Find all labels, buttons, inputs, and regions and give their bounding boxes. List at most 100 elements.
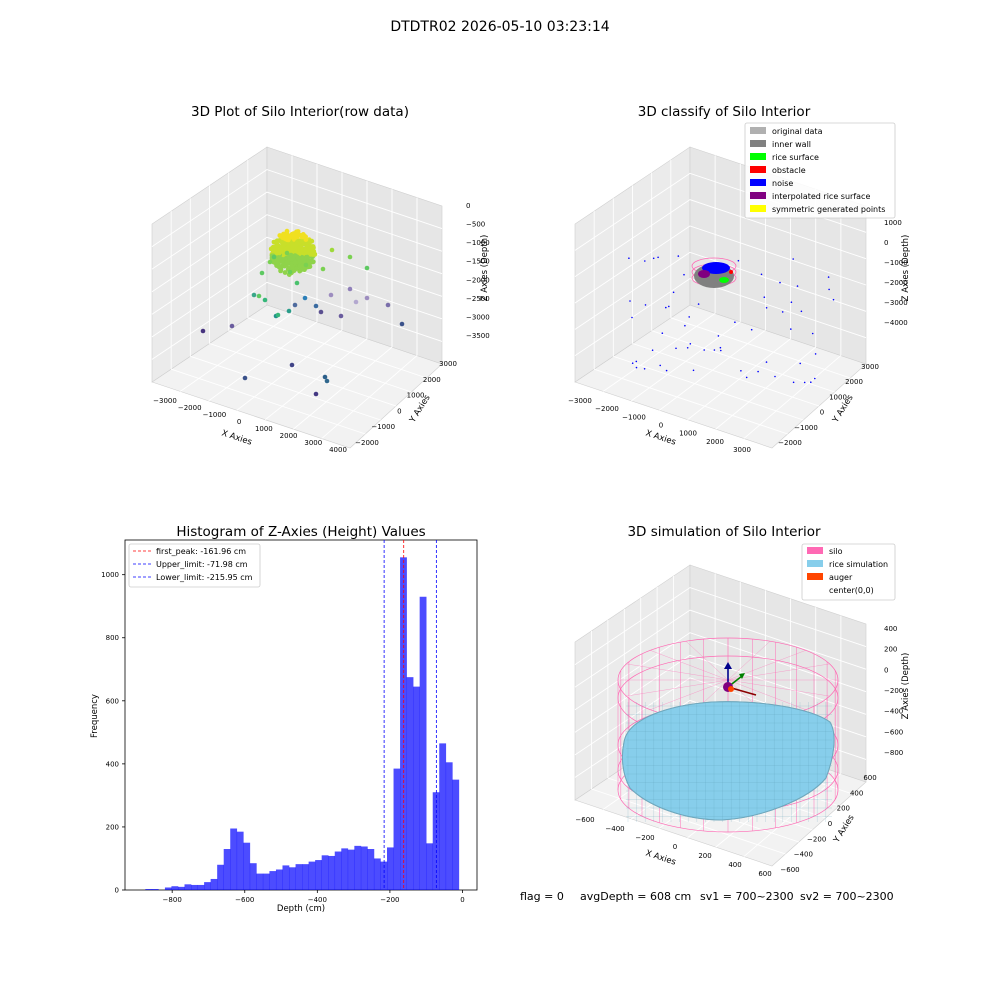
- panel2-legend: original data inner wall rice surface obsta…: [744, 122, 896, 219]
- hist-bar: [302, 864, 309, 890]
- noise-point: [635, 360, 638, 363]
- panel1-xtick: −1000: [203, 411, 227, 419]
- silo-spoke: [727, 679, 830, 697]
- noise-point: [792, 258, 794, 260]
- legend-swatch: [750, 205, 766, 212]
- point: [320, 266, 326, 272]
- hist-bar: [243, 842, 251, 890]
- panel1-ytick: 1000: [407, 392, 425, 400]
- grid-line: [574, 609, 867, 688]
- hist-bar: [445, 762, 453, 890]
- legend-label: inner wall: [772, 140, 811, 149]
- hist-xtick: −200: [380, 896, 399, 904]
- interpolated-patch: [698, 270, 710, 278]
- panel1-ytick: 0: [397, 407, 401, 415]
- panel-classify-3d: 3D classify of Silo Interior −3000−2000−…: [568, 104, 911, 454]
- noise-point: [828, 288, 830, 291]
- point: [303, 234, 308, 240]
- point: [282, 270, 288, 275]
- noise-point: [661, 332, 664, 335]
- point: [324, 378, 330, 384]
- panel1-xtick: −2000: [178, 404, 202, 412]
- noise-point: [665, 369, 668, 372]
- grid-line: [574, 654, 867, 733]
- noise-point: [659, 364, 661, 367]
- noise-point: [832, 298, 835, 301]
- noise-point: [760, 273, 763, 276]
- panel1-3d-box: [151, 146, 443, 449]
- point: [242, 375, 248, 381]
- hist-ytick: 0: [115, 887, 119, 895]
- auger-arrows: [723, 662, 757, 696]
- hist-bar: [393, 768, 401, 890]
- point: [296, 255, 301, 261]
- hist-xticks: −800 −600 −400 −200 0: [163, 890, 465, 904]
- noise-cluster: [702, 262, 730, 274]
- point: [267, 259, 273, 265]
- noise-point: [652, 257, 655, 260]
- point: [285, 245, 291, 251]
- panel4-ztick: 200: [884, 646, 897, 654]
- panel2-ytick: 2000: [845, 378, 863, 386]
- noise-point: [629, 300, 631, 302]
- grid-line: [651, 330, 835, 393]
- panel1-ytick: 2000: [423, 376, 441, 384]
- noise-point: [668, 305, 670, 308]
- footer-avg-depth: avgDepth = 608 cm: [580, 890, 691, 903]
- point: [200, 328, 206, 334]
- panel1-ztick: −1000: [466, 239, 490, 247]
- hist-ytick: 1000: [101, 571, 119, 579]
- panel4-zlabel: Z Axies (Depth): [901, 653, 911, 720]
- point: [299, 244, 304, 250]
- auger-z-head: [724, 662, 732, 669]
- hist-bar: [275, 869, 283, 890]
- panel2-title: 3D classify of Silo Interior: [638, 104, 811, 120]
- grid-line: [591, 788, 786, 855]
- noise-point: [720, 349, 722, 352]
- point: [304, 249, 310, 255]
- hist-bar: [262, 873, 270, 890]
- point: [256, 293, 262, 299]
- legend-label: noise: [772, 179, 793, 188]
- legend-swatch: [750, 140, 766, 147]
- panel2-ytick: 1000: [829, 393, 847, 401]
- hist-bar: [249, 863, 257, 890]
- point: [292, 260, 298, 265]
- panel1-title: 3D Plot of Silo Interior(row data): [191, 104, 409, 120]
- auger-marker: [728, 686, 734, 692]
- point: [274, 250, 280, 256]
- panel1-ytick: 3000: [439, 360, 457, 368]
- noise-point: [792, 381, 795, 384]
- hist-xlabel: Depth (cm): [277, 904, 325, 914]
- panel2-xtick: 2000: [706, 438, 724, 446]
- grid-line: [574, 587, 867, 665]
- point: [353, 299, 359, 305]
- panel2-ytick: 3000: [861, 363, 879, 371]
- noise-point: [799, 362, 801, 365]
- panel1-ztick: −3500: [466, 332, 490, 340]
- footer-sv1: sv1 = 700~2300: [700, 890, 794, 903]
- noise-point: [651, 349, 654, 352]
- hist-bar: [347, 849, 355, 890]
- grid-line: [574, 225, 867, 304]
- point: [289, 263, 294, 268]
- hist-bar: [406, 677, 414, 890]
- panel2-xlabel: X Axies: [644, 428, 677, 447]
- grid-line: [574, 199, 867, 278]
- grid-line: [151, 281, 443, 360]
- point: [293, 242, 299, 248]
- panel1-ytick: −2000: [355, 439, 379, 447]
- hist-bar: [177, 886, 185, 890]
- panel4-xtick: 0: [673, 843, 677, 851]
- panel4-ztick: −200: [884, 687, 903, 695]
- hist-ytick: 800: [106, 634, 119, 642]
- panel2-ztick: 0: [884, 239, 888, 247]
- suptitle: DTDTR02 2026-05-10 03:23:14: [390, 19, 609, 35]
- noise-point: [675, 347, 677, 350]
- grid-line: [171, 368, 366, 435]
- point: [279, 259, 285, 264]
- grid-line: [574, 632, 867, 711]
- panel1-xtick: −3000: [153, 397, 177, 405]
- noise-point: [790, 328, 792, 330]
